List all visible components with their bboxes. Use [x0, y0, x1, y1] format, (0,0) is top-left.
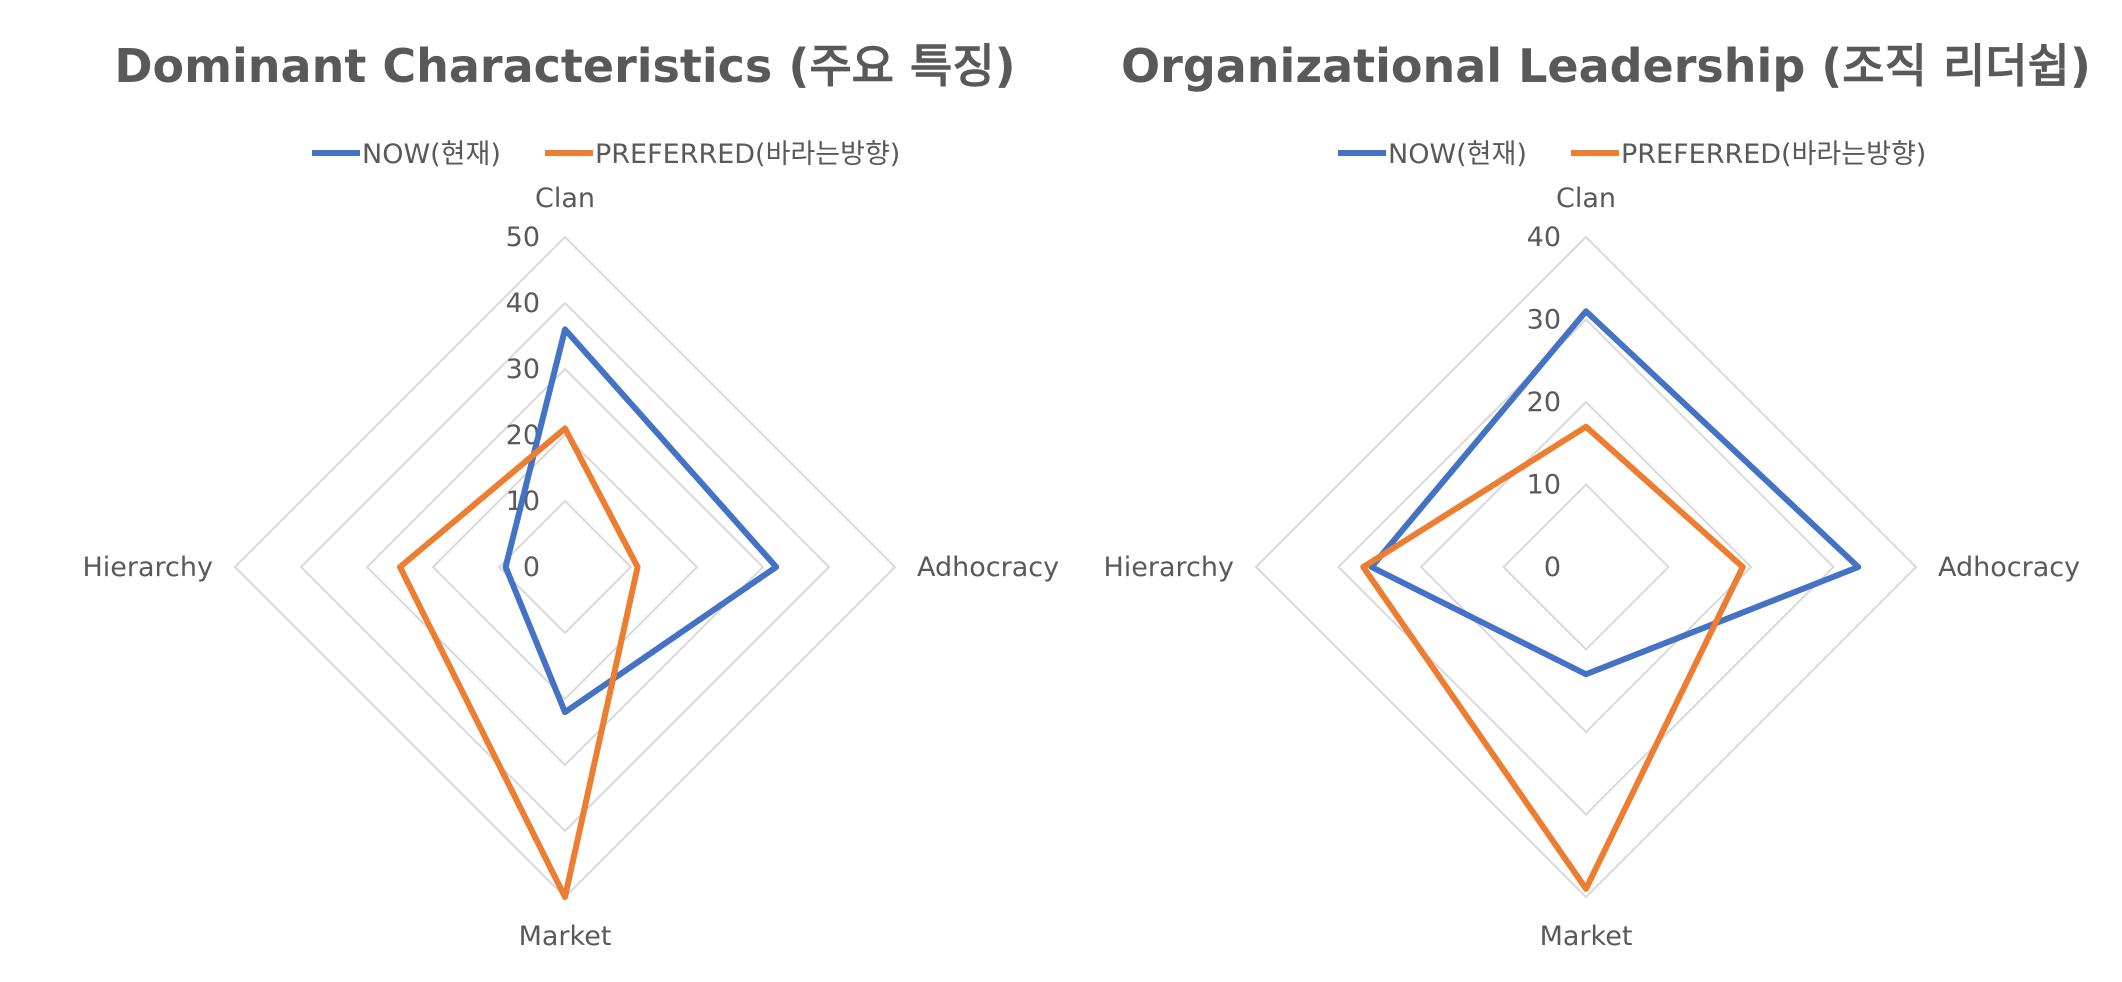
radial-ticks: 0 10 20 30 40: [1527, 222, 1561, 583]
tick-label-50: 50: [506, 222, 540, 253]
grid-ring-10: [1502, 483, 1670, 651]
radar-chart-organizational-leadership: Organizational Leadership (조직 리더쉽) NOW(현…: [1103, 39, 2090, 952]
legend-label-preferred: PREFERRED(바라는방향): [595, 139, 900, 170]
grid-ring-30: [365, 367, 765, 767]
radar-chart-dominant-characteristics: Dominant Characteristics (주요 특징) NOW(현재)…: [82, 39, 1059, 952]
axis-label-market: Market: [1540, 921, 1633, 952]
tick-label-40: 40: [506, 288, 540, 319]
grid-ring-40: [1254, 235, 1918, 899]
axis-label-clan: Clan: [1556, 183, 1616, 214]
legend: NOW(현재) PREFERRED(바라는방향): [312, 139, 900, 170]
chart-title: Dominant Characteristics (주요 특징): [114, 39, 1015, 93]
axis-label-adhocracy: Adhocracy: [917, 552, 1059, 583]
tick-label-20: 20: [1527, 387, 1561, 418]
axis-label-clan: Clan: [535, 183, 595, 214]
grid-ring-20: [1419, 400, 1753, 734]
tick-label-0: 0: [1544, 552, 1561, 583]
series-preferred-polygon: [397, 425, 641, 900]
legend-label-now: NOW(현재): [1388, 139, 1527, 170]
grid-ring-40: [299, 301, 831, 833]
series-now-polygon: [1368, 308, 1862, 678]
tick-label-30: 30: [506, 354, 540, 385]
tick-label-0: 0: [523, 552, 540, 583]
radar-series: [397, 326, 780, 900]
axis-label-hierarchy: Hierarchy: [82, 552, 213, 583]
grid-ring-30: [1337, 318, 1835, 816]
axis-label-hierarchy: Hierarchy: [1103, 552, 1234, 583]
radar-axis-labels: Clan Adhocracy Market Hierarchy: [82, 183, 1059, 952]
legend-label-preferred: PREFERRED(바라는방향): [1621, 139, 1926, 170]
axis-label-adhocracy: Adhocracy: [1938, 552, 2080, 583]
legend-label-now: NOW(현재): [362, 139, 501, 170]
legend: NOW(현재) PREFERRED(바라는방향): [1338, 139, 1926, 170]
series-now-polygon: [502, 326, 780, 716]
grid-ring-20: [431, 433, 699, 701]
tick-label-40: 40: [1527, 222, 1561, 253]
grid-ring-10: [497, 499, 633, 635]
radar-axis-labels: Clan Adhocracy Market Hierarchy: [1103, 183, 2080, 952]
radar-series: [1360, 308, 1862, 892]
radar-grid: [1254, 235, 1918, 899]
series-preferred-polygon: [1360, 423, 1746, 892]
tick-label-30: 30: [1527, 305, 1561, 336]
axis-label-market: Market: [519, 921, 612, 952]
tick-label-10: 10: [1527, 470, 1561, 501]
chart-title: Organizational Leadership (조직 리더쉽): [1121, 39, 2091, 93]
